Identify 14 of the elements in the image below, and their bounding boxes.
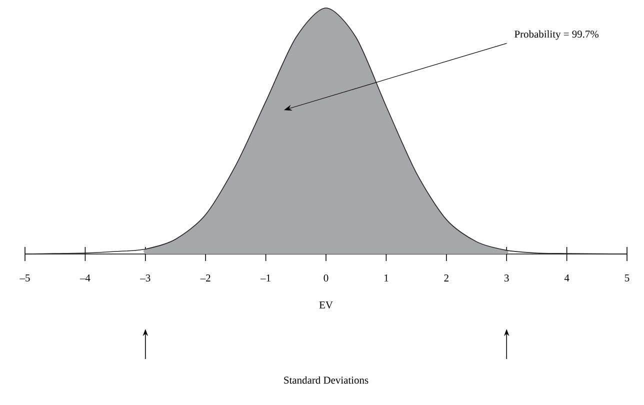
x-tick-label: 5 — [625, 274, 630, 282]
x-tick-label: –2 — [200, 274, 210, 282]
text: Standard Deviations — [284, 376, 368, 384]
x-tick-label: 4 — [564, 274, 570, 282]
x-tick-label: 0 — [324, 274, 328, 282]
text: EV — [319, 302, 333, 308]
x-tick-label: –4 — [80, 274, 90, 282]
annotation: Probability = 99.7% — [514, 30, 599, 40]
x-tick-label: 3 — [504, 274, 509, 282]
x-tick-label: 2 — [444, 274, 448, 282]
x-tick-label: –3 — [140, 274, 150, 282]
x-tick-label: –1 — [260, 274, 270, 282]
x-tick-label: 1 — [384, 274, 388, 282]
x-tick-label: –5 — [20, 274, 30, 282]
